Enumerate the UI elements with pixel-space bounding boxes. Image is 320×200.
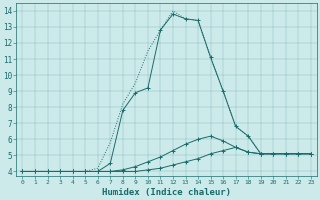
X-axis label: Humidex (Indice chaleur): Humidex (Indice chaleur): [102, 188, 231, 197]
